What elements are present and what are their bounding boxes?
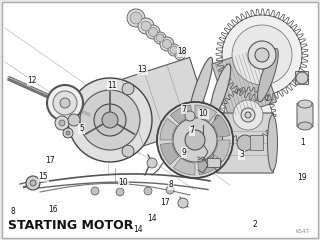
Circle shape [63, 128, 73, 138]
Circle shape [146, 25, 160, 39]
Wedge shape [213, 140, 230, 162]
Ellipse shape [212, 115, 222, 171]
Text: 13: 13 [138, 65, 147, 74]
Text: 5: 5 [79, 124, 84, 133]
Wedge shape [160, 119, 177, 140]
Text: 18: 18 [178, 47, 187, 56]
Circle shape [68, 78, 152, 162]
Circle shape [53, 91, 77, 115]
Polygon shape [99, 57, 211, 153]
Ellipse shape [268, 115, 277, 171]
Wedge shape [170, 105, 192, 124]
Circle shape [59, 120, 65, 126]
Text: 14: 14 [133, 225, 142, 234]
Text: 14: 14 [147, 214, 157, 223]
FancyBboxPatch shape [2, 2, 318, 238]
Circle shape [185, 130, 205, 150]
Circle shape [224, 91, 272, 139]
Circle shape [68, 114, 80, 126]
Circle shape [47, 85, 83, 121]
Circle shape [144, 187, 152, 195]
Ellipse shape [210, 64, 231, 117]
Text: 7: 7 [189, 126, 195, 135]
Circle shape [232, 25, 292, 85]
Circle shape [237, 135, 253, 151]
Ellipse shape [298, 100, 312, 108]
Text: KS4T-: KS4T- [295, 229, 310, 234]
Circle shape [80, 90, 140, 150]
Circle shape [122, 145, 134, 157]
FancyBboxPatch shape [295, 72, 308, 84]
Wedge shape [198, 156, 220, 175]
Text: 17: 17 [45, 156, 54, 165]
Circle shape [26, 176, 40, 190]
Circle shape [55, 116, 69, 130]
Circle shape [130, 12, 142, 24]
Text: 15: 15 [38, 172, 48, 181]
Circle shape [255, 48, 269, 62]
Circle shape [91, 187, 99, 195]
Text: 11: 11 [107, 81, 117, 90]
Text: 12: 12 [27, 76, 37, 85]
Circle shape [173, 118, 217, 162]
Text: 10: 10 [118, 178, 128, 187]
Circle shape [60, 98, 70, 108]
Circle shape [94, 104, 126, 136]
Circle shape [127, 9, 145, 27]
Circle shape [166, 186, 174, 194]
Circle shape [178, 198, 188, 208]
Circle shape [102, 112, 118, 128]
FancyBboxPatch shape [250, 134, 262, 150]
Text: 17: 17 [160, 198, 170, 207]
Circle shape [170, 46, 178, 54]
Wedge shape [173, 158, 195, 175]
Text: 16: 16 [48, 205, 58, 215]
Circle shape [154, 32, 166, 44]
Text: 9: 9 [181, 148, 187, 157]
Circle shape [148, 28, 157, 36]
Circle shape [66, 131, 70, 135]
Circle shape [233, 100, 263, 130]
Wedge shape [195, 105, 217, 122]
Wedge shape [160, 143, 179, 165]
Text: 2: 2 [252, 220, 257, 229]
Circle shape [185, 111, 195, 121]
Circle shape [30, 180, 36, 186]
Ellipse shape [188, 57, 212, 124]
Text: 1: 1 [300, 138, 305, 147]
Text: 7: 7 [181, 105, 187, 114]
Circle shape [241, 108, 255, 122]
Circle shape [163, 40, 172, 48]
Text: 8: 8 [11, 207, 15, 216]
Circle shape [138, 18, 154, 34]
Ellipse shape [258, 48, 278, 102]
Text: 3: 3 [239, 150, 244, 159]
Circle shape [177, 52, 183, 58]
Circle shape [160, 37, 174, 51]
Circle shape [248, 41, 276, 69]
Text: 19: 19 [298, 173, 307, 182]
Circle shape [122, 83, 134, 95]
Ellipse shape [298, 122, 312, 130]
FancyBboxPatch shape [206, 157, 220, 167]
Text: STARTING MOTOR: STARTING MOTOR [8, 219, 133, 232]
Circle shape [168, 44, 180, 56]
Text: 8: 8 [169, 180, 173, 189]
Circle shape [156, 34, 164, 42]
Circle shape [147, 158, 157, 168]
Polygon shape [212, 48, 276, 117]
FancyBboxPatch shape [217, 113, 274, 173]
Circle shape [175, 50, 185, 60]
Circle shape [141, 21, 151, 31]
Text: 10: 10 [198, 109, 208, 119]
Circle shape [222, 15, 302, 95]
Circle shape [116, 188, 124, 196]
Wedge shape [211, 115, 230, 137]
Circle shape [296, 72, 308, 84]
Circle shape [157, 102, 233, 178]
FancyBboxPatch shape [297, 103, 313, 127]
Circle shape [245, 112, 251, 118]
